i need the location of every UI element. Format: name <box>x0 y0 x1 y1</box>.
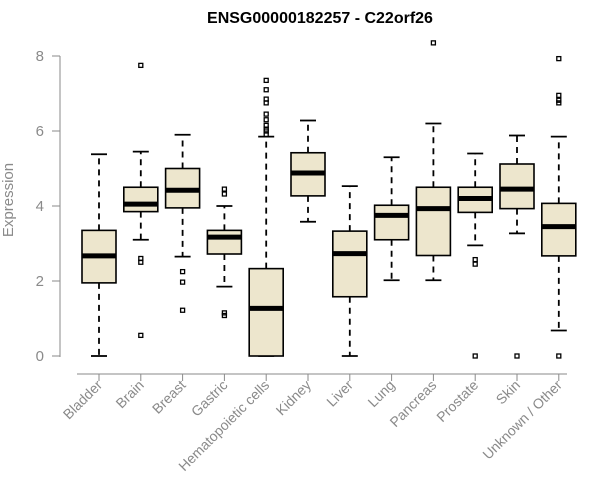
outlier-point <box>556 353 562 359</box>
outlier-point <box>263 132 269 138</box>
box-5 <box>290 119 326 223</box>
box-11 <box>540 55 577 359</box>
iqr-box <box>331 230 368 298</box>
box-2 <box>164 133 201 313</box>
iqr-box <box>373 204 410 241</box>
y-tick-label: 4 <box>36 198 44 215</box>
outlier-point <box>221 312 228 319</box>
x-tick-label: Prostate <box>433 377 481 425</box>
box-7 <box>373 156 410 282</box>
outlier-point <box>472 261 478 267</box>
box-10 <box>499 134 535 359</box>
outlier-point <box>138 259 144 265</box>
outlier-point <box>263 117 269 123</box>
box-8 <box>415 40 452 282</box>
outlier-point <box>221 186 228 192</box>
outlier-point <box>138 62 144 69</box>
box-9 <box>457 152 494 359</box>
iqr-box <box>499 163 535 210</box>
iqr-box <box>540 202 577 257</box>
x-tick-label: Brain <box>112 377 146 411</box>
x-tick-label: Bladder <box>60 377 106 423</box>
box-6 <box>331 185 368 357</box>
outlier-point <box>472 353 478 359</box>
outlier-point <box>556 55 562 62</box>
y-ticks: 0 2 4 6 8 <box>36 48 60 365</box>
box-0 <box>81 153 117 357</box>
chart-title: ENSG00000182257 - C22orf26 <box>207 10 433 27</box>
outlier-point <box>179 268 186 275</box>
x-tick-label: Liver <box>323 377 356 410</box>
outlier-point <box>263 87 269 93</box>
iqr-box <box>415 186 452 257</box>
iqr-box <box>123 186 159 213</box>
outlier-point <box>472 256 478 263</box>
outlier-point <box>138 332 144 339</box>
outlier-point <box>556 92 562 99</box>
x-tick-label: Skin <box>493 377 524 408</box>
x-tick-label: Unknown / Other <box>479 377 565 463</box>
outlier-point <box>221 191 228 197</box>
outlier-point <box>179 307 186 313</box>
outlier-point <box>430 40 437 46</box>
outlier-point <box>263 100 269 106</box>
box-1 <box>123 62 159 339</box>
y-tick-label: 6 <box>36 123 44 140</box>
outlier-point <box>514 353 520 359</box>
x-tick-label: Lung <box>364 377 397 410</box>
box-3 <box>206 186 243 319</box>
outlier-point <box>263 77 269 84</box>
iqr-box <box>248 267 284 357</box>
x-tick-label: Kidney <box>273 377 315 419</box>
y-axis-label: Expression <box>0 163 17 237</box>
box-4 <box>248 77 284 357</box>
y-tick-label: 0 <box>36 348 44 365</box>
y-tick-label: 2 <box>36 273 44 290</box>
outlier-point <box>556 100 562 106</box>
y-tick-label: 8 <box>36 48 44 65</box>
boxes <box>81 40 577 359</box>
x-tick-label: Breast <box>149 377 189 417</box>
outlier-point <box>263 111 269 117</box>
outlier-point <box>179 279 186 285</box>
iqr-box <box>206 229 243 255</box>
